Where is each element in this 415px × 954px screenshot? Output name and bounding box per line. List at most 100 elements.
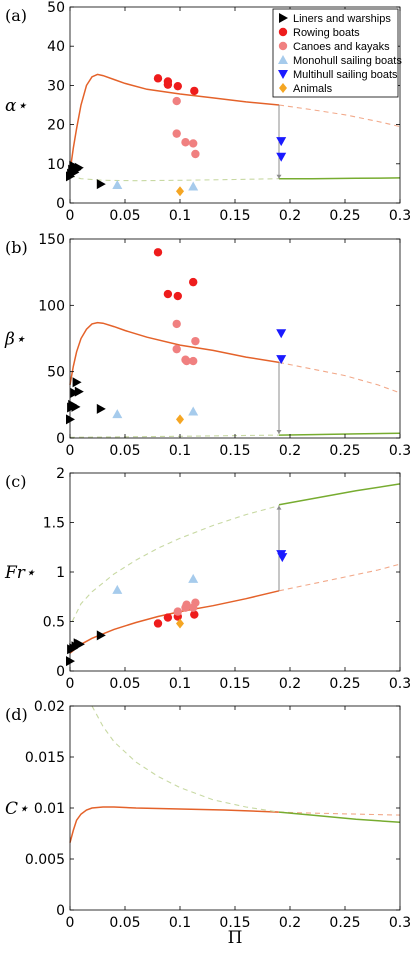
canoes-point [191, 149, 200, 159]
monohull-point [188, 406, 199, 416]
green-dashed-curve [91, 705, 280, 813]
orange-dashed-curve [278, 104, 401, 128]
rowing-point [153, 74, 163, 83]
canoes-point [189, 139, 198, 148]
liners-point [72, 377, 82, 388]
x-tick-label: 0 [66, 208, 75, 224]
y-tick-label: 50 [47, 365, 65, 381]
canoes-point [189, 356, 198, 366]
x-tick-label: 0 [66, 443, 75, 459]
legend-label: Animals [293, 83, 333, 95]
legend-label: Rowing boats [293, 27, 360, 39]
animals-point [176, 414, 184, 425]
liners-point [74, 162, 84, 173]
y-tick-label: 10 [47, 157, 65, 173]
legend-marker [279, 13, 288, 23]
x-tick-label: 0.3 [389, 208, 411, 224]
y-tick-label: 0 [56, 903, 65, 919]
monohull-point [112, 584, 123, 594]
axes-frame [69, 472, 401, 672]
panel-b: 0 0.05 0.1 0.15 0.2 0.25 0.3 0 50 100 150 (b) β⋆ [4, 232, 411, 459]
liners-point [66, 414, 75, 425]
legend-label: Canoes and kayaks [293, 41, 390, 53]
canoes-point [191, 598, 200, 607]
y-tick-label: 30 [47, 78, 65, 94]
panel-c: 0 0.05 0.1 0.15 0.2 0.25 0.3 0 0.5 1 1.5 2 (c) Fr⋆ [4, 466, 411, 692]
liners-point [71, 401, 81, 412]
panel-label: (b) [5, 238, 28, 257]
canoes-point [182, 600, 191, 609]
y-axis-label: Fr⋆ [4, 563, 36, 583]
y-tick-label: 0 [56, 196, 65, 212]
x-tick-label: 0.2 [279, 915, 301, 931]
axes-frame [69, 238, 401, 439]
green-dashed-curve [69, 434, 280, 438]
liners-point [96, 179, 106, 190]
canoes-point [172, 129, 181, 138]
animals-point [176, 186, 184, 197]
y-tick-label: 0.5 [43, 615, 65, 631]
x-tick-label: 0.15 [219, 443, 250, 459]
x-tick-label: 0 [66, 915, 75, 931]
panel-label: (c) [5, 472, 26, 491]
x-tick-label: 0 [66, 676, 75, 692]
y-tick-label: 150 [38, 232, 65, 248]
orange-solid-curve [69, 321, 280, 386]
multihull-point [276, 355, 287, 365]
green-solid-curve [278, 811, 401, 824]
x-tick-label: 0.25 [329, 443, 360, 459]
green-solid-curve [278, 432, 401, 436]
y-tick-label: 20 [47, 118, 65, 134]
orange-solid-curve [69, 73, 280, 172]
y-tick-label: 1.5 [43, 516, 65, 532]
monohull-point [112, 179, 123, 189]
liners-point [74, 386, 84, 397]
rowing-point [190, 86, 199, 96]
x-tick-label: 0.25 [329, 676, 360, 692]
rowing-point [173, 81, 182, 91]
canoes-point [182, 356, 191, 366]
canoes-point [173, 607, 182, 616]
orange-solid-curve [69, 806, 280, 843]
monohull-point [188, 573, 199, 583]
x-tick-label: 0.2 [279, 443, 301, 459]
legend-marker [278, 55, 288, 64]
legend-box [272, 8, 399, 98]
multihull-point [276, 329, 287, 339]
rowing-point [163, 613, 173, 622]
y-tick-label: 0 [56, 664, 65, 680]
transition-arrow-head [276, 430, 282, 435]
canoes-point [172, 319, 181, 329]
legend-marker [278, 27, 288, 37]
x-tick-label: 0.3 [389, 915, 411, 931]
x-tick-label: 0.2 [279, 676, 301, 692]
y-tick-label: 50 [47, 0, 65, 16]
y-tick-label: 40 [47, 39, 65, 55]
green-solid-curve [278, 483, 401, 506]
legend-label: Monohull sailing boats [293, 55, 402, 67]
x-tick-label: 0.15 [219, 915, 250, 931]
x-tick-label: 0.1 [169, 915, 191, 931]
rowing-point [153, 619, 163, 628]
rowing-point [163, 289, 173, 299]
orange-dashed-curve [278, 563, 401, 592]
green-solid-curve [279, 177, 401, 180]
green-dashed-curve [69, 175, 280, 182]
x-tick-label: 0.05 [109, 676, 140, 692]
y-tick-label: 1 [56, 565, 65, 581]
multihull-point [276, 137, 287, 147]
legend-label: Multihull sailing boats [293, 69, 398, 81]
rowing-point [163, 80, 173, 89]
x-tick-label: 0.1 [169, 676, 191, 692]
legend-label: Liners and warships [293, 13, 391, 25]
liners-point [66, 656, 75, 667]
y-axis-label: α⋆ [5, 96, 27, 116]
rowing-point [173, 291, 182, 301]
legend-marker [278, 41, 288, 51]
orange-solid-curve [69, 590, 280, 654]
liners-point [96, 403, 106, 414]
y-tick-label: 0.01 [34, 801, 65, 817]
x-tick-label: 0.1 [169, 208, 191, 224]
x-axis-label: Π [228, 928, 243, 948]
x-tick-label: 0.05 [109, 208, 140, 224]
